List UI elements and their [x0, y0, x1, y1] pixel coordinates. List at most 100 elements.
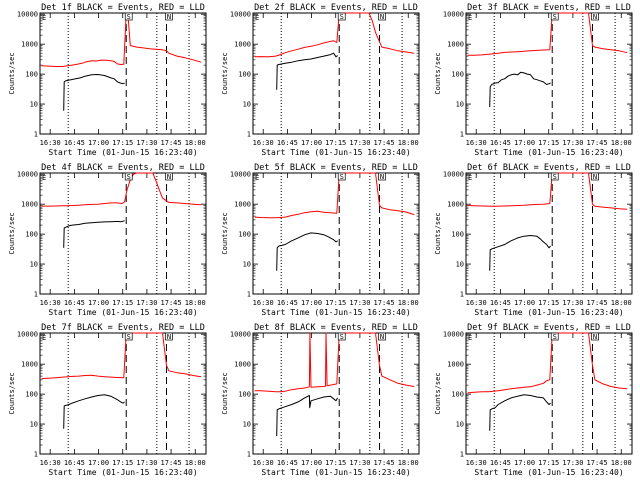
s-marker-box [550, 12, 559, 21]
events-series-black [63, 74, 125, 111]
y-tick-label: 100 [25, 231, 38, 239]
lld-series-red [254, 12, 415, 58]
y-tick-label: 10000 [230, 331, 251, 339]
x-tick-label: 16:45 [277, 299, 298, 307]
x-tick-label: 17:15 [325, 299, 346, 307]
x-tick-label: 16:30 [466, 459, 487, 467]
y-tick-label: 1 [247, 291, 251, 299]
n-marker-label: N [380, 173, 384, 181]
n-marker-box [165, 172, 173, 181]
s-marker-box [337, 332, 346, 341]
panel-title: Det 9f BLACK = Events, RED = LLD [467, 323, 631, 333]
corner-e-mark: E [42, 174, 46, 182]
s-marker-box [124, 12, 133, 21]
y-tick-label: 100 [25, 391, 38, 399]
x-tick-label: 16:45 [277, 139, 298, 147]
x-tick-label: 17:30 [136, 139, 157, 147]
y-tick-label: 10 [30, 421, 38, 429]
panel-title: Det 3f BLACK = Events, RED = LLD [467, 3, 631, 13]
n-marker-label: N [380, 333, 384, 341]
panel-det-6f: Det 6f BLACK = Events, RED = LLD 1 10 100 10… [434, 163, 633, 317]
n-marker-label: N [167, 173, 171, 181]
y-tick-label: 1000 [21, 361, 38, 369]
x-tick-label: 16:30 [253, 299, 274, 307]
x-tick-label: 16:30 [466, 299, 487, 307]
n-marker-box [591, 332, 599, 341]
s-marker-box [337, 172, 346, 181]
x-axis-label: Start Time (01-Jun-15 16:23:40) [261, 308, 410, 317]
lld-series-red [467, 332, 628, 394]
x-tick-label: 17:15 [538, 299, 559, 307]
y-axis-label: Counts/sec [221, 52, 229, 94]
n-marker-box [591, 12, 599, 21]
n-marker-box [378, 172, 386, 181]
y-tick-label: 100 [451, 231, 464, 239]
x-axis-label: Start Time (01-Jun-15 16:23:40) [474, 308, 623, 317]
n-marker-box [165, 12, 173, 21]
x-tick-label: 16:30 [40, 299, 61, 307]
x-tick-label: 17:45 [587, 139, 608, 147]
x-tick-label: 17:00 [301, 299, 322, 307]
panel-det-5f: Det 5f BLACK = Events, RED = LLD 1 10 100 10… [221, 163, 420, 317]
y-tick-label: 10000 [17, 11, 38, 19]
y-tick-label: 1 [34, 131, 38, 139]
panel-title: Det 2f BLACK = Events, RED = LLD [254, 3, 418, 13]
x-tick-label: 18:00 [185, 299, 206, 307]
panel-det-3f: Det 3f BLACK = Events, RED = LLD 1 10 100 10… [434, 3, 633, 157]
n-marker-label: N [593, 333, 597, 341]
corner-e-mark: E [42, 14, 46, 22]
plot-frame [252, 12, 420, 135]
s-marker-label: S [127, 13, 131, 21]
x-tick-label: 16:45 [490, 139, 511, 147]
n-marker-box [165, 332, 173, 341]
x-tick-label: 16:30 [253, 459, 274, 467]
x-tick-label: 17:15 [538, 459, 559, 467]
s-marker-label: S [340, 333, 344, 341]
lld-series-red [467, 172, 628, 210]
events-series-black [276, 232, 338, 271]
x-tick-label: 17:30 [349, 459, 370, 467]
x-tick-label: 17:15 [325, 459, 346, 467]
x-tick-label: 18:00 [611, 459, 632, 467]
x-tick-label: 17:00 [301, 459, 322, 467]
y-tick-label: 10000 [17, 171, 38, 179]
panel-title: Det 7f BLACK = Events, RED = LLD [41, 323, 205, 333]
x-tick-label: 17:00 [88, 299, 109, 307]
y-axis-label: Counts/sec [221, 212, 229, 254]
s-marker-label: S [553, 173, 557, 181]
x-tick-label: 16:45 [64, 299, 85, 307]
y-tick-label: 100 [238, 391, 251, 399]
s-marker-box [550, 172, 559, 181]
lld-series-red [467, 12, 628, 56]
n-marker-label: N [167, 13, 171, 21]
x-axis-label: Start Time (01-Jun-15 16:23:40) [48, 308, 197, 317]
x-tick-label: 17:00 [514, 459, 535, 467]
y-tick-label: 1 [460, 451, 464, 459]
events-series-black [63, 220, 125, 248]
plot-frame [252, 332, 420, 455]
x-axis-label: Start Time (01-Jun-15 16:23:40) [261, 468, 410, 477]
x-tick-label: 17:45 [161, 139, 182, 147]
lld-series-red [41, 172, 202, 207]
x-axis-label: Start Time (01-Jun-15 16:23:40) [48, 148, 197, 157]
panel-det-2f: Det 2f BLACK = Events, RED = LLD 1 10 100 10… [221, 3, 420, 157]
x-tick-label: 17:30 [562, 299, 583, 307]
y-tick-label: 10000 [230, 11, 251, 19]
lld-series-red [254, 332, 415, 393]
y-tick-label: 10000 [443, 331, 464, 339]
x-tick-label: 17:00 [88, 459, 109, 467]
corner-e-mark: E [255, 14, 259, 22]
y-tick-label: 10000 [443, 171, 464, 179]
panel-det-8f: Det 8f BLACK = Events, RED = LLD 1 10 100 10… [221, 323, 420, 477]
y-tick-label: 10 [456, 421, 464, 429]
y-tick-label: 10000 [17, 331, 38, 339]
x-tick-label: 16:30 [253, 139, 274, 147]
x-tick-label: 17:45 [374, 299, 395, 307]
y-axis-label: Counts/sec [434, 212, 442, 254]
y-tick-label: 1000 [21, 201, 38, 209]
s-marker-label: S [127, 333, 131, 341]
events-series-black [489, 235, 551, 271]
y-tick-label: 10 [243, 261, 251, 269]
y-tick-label: 10000 [230, 171, 251, 179]
s-marker-box [337, 12, 346, 21]
